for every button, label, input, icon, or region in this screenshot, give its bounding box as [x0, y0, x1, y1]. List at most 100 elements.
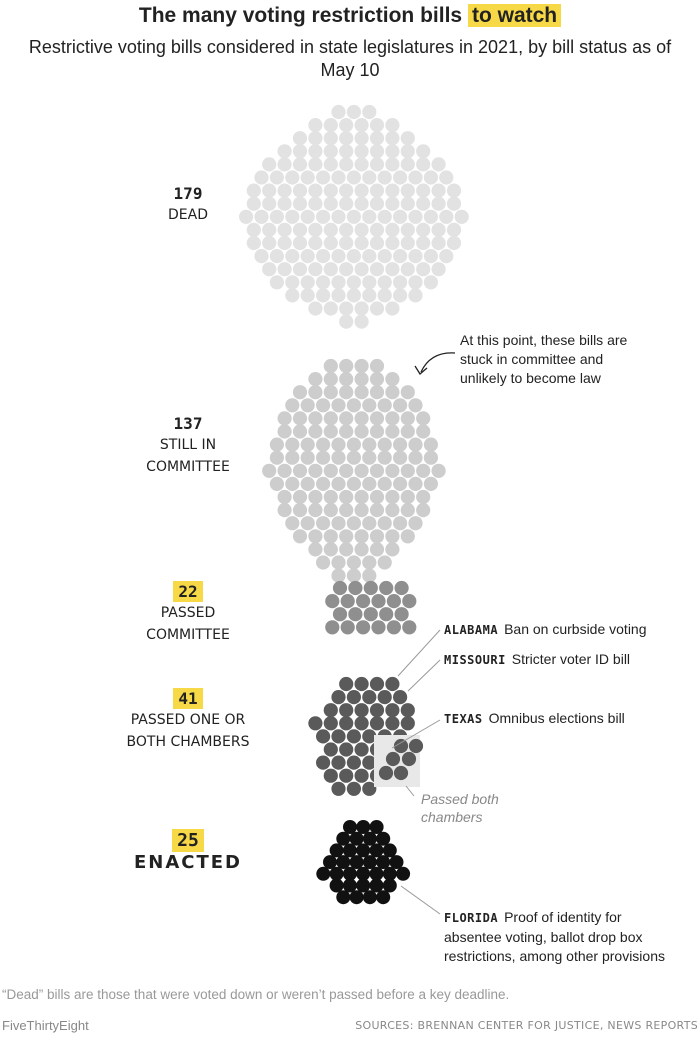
- bill-dot: [323, 301, 338, 316]
- bill-dot: [308, 196, 323, 211]
- bill-dot: [323, 196, 338, 211]
- footnote: “Dead” bills are those that were voted d…: [2, 987, 510, 1002]
- bill-dot: [346, 249, 361, 264]
- chart-subtitle: Restrictive voting bills considered in s…: [28, 37, 672, 80]
- bill-dot: [323, 463, 338, 478]
- bill-dot: [377, 516, 392, 531]
- bill-dot: [369, 542, 385, 557]
- bill-dot: [400, 183, 415, 198]
- bill-dot: [385, 489, 400, 505]
- bill-dot: [356, 594, 371, 609]
- bill-dot: [400, 411, 415, 426]
- bill-dot: [439, 209, 454, 224]
- bill-dot: [354, 222, 369, 237]
- bill-dot: [369, 843, 384, 858]
- count-dead: 179: [173, 184, 203, 203]
- bill-dot: [400, 716, 415, 731]
- bill-dot: [277, 235, 292, 251]
- bill-dot: [254, 170, 269, 185]
- bill-dot: [331, 729, 346, 744]
- bill-dot: [408, 249, 423, 264]
- bill-dot: [371, 594, 386, 609]
- bill-dot: [362, 516, 377, 531]
- bill-dot: [369, 385, 385, 400]
- bill-dot: [300, 170, 315, 185]
- florida-annotation: FLORIDA Proof of identity for absentee vo…: [444, 908, 665, 966]
- bill-dot: [382, 866, 397, 881]
- bill-dot: [446, 222, 462, 237]
- bill-dot: [269, 476, 284, 491]
- bill-dot: [285, 170, 300, 185]
- passed-both-line-1: Passed both: [421, 791, 499, 807]
- bill-dot: [346, 209, 361, 224]
- bill-dot: [331, 476, 346, 491]
- bill-dot: [277, 424, 292, 439]
- bill-dot: [331, 288, 346, 303]
- bill-dot: [308, 411, 323, 426]
- bill-dot: [325, 594, 340, 609]
- bill-dot: [323, 144, 338, 159]
- category-enacted: 25 ENACTED: [88, 829, 288, 874]
- passed-both-dot: [401, 751, 417, 767]
- texas-text: Omnibus elections bill: [488, 710, 625, 726]
- bill-dot: [416, 463, 431, 478]
- bill-dot: [316, 755, 331, 770]
- bill-dot: [354, 742, 369, 757]
- bill-dot: [354, 314, 369, 329]
- bill-dot: [339, 196, 354, 211]
- bill-dot: [356, 878, 371, 893]
- title-main: The many voting restriction bills: [138, 4, 463, 27]
- florida-line-3: restrictions, among other provisions: [444, 948, 665, 964]
- bill-dot: [416, 222, 431, 237]
- bill-dot: [400, 144, 415, 159]
- bill-dot: [408, 450, 423, 465]
- bill-dot: [336, 890, 351, 905]
- bill-dot: [354, 542, 369, 557]
- bill-dot: [316, 450, 331, 465]
- bill-dot: [269, 275, 284, 290]
- bill-dot: [385, 529, 400, 544]
- bill-dot: [331, 568, 346, 583]
- bill-dot: [354, 301, 369, 316]
- bill-dot: [246, 222, 261, 237]
- bill-dot: [400, 131, 415, 146]
- bill-dot: [362, 104, 377, 120]
- bill-dot: [362, 781, 377, 796]
- bill-dot: [423, 170, 438, 185]
- bill-dot: [308, 183, 323, 198]
- bill-dot: [423, 437, 438, 452]
- bill-dot: [308, 463, 323, 478]
- bill-dot: [292, 262, 308, 277]
- bill-dot: [339, 768, 354, 783]
- bill-dot: [423, 450, 438, 465]
- bill-dot: [377, 288, 392, 303]
- alabama-annotation: ALABAMA Ban on curbside voting: [444, 620, 647, 640]
- label-still-in-committee-2: COMMITTEE: [146, 459, 230, 475]
- bill-dot: [277, 183, 292, 198]
- bill-dot: [308, 157, 323, 172]
- bill-dot: [269, 450, 284, 465]
- bill-dot: [369, 489, 385, 505]
- bill-dot: [269, 437, 284, 452]
- bill-dot: [385, 676, 400, 692]
- brand-logo: FiveThirtyEight: [2, 1018, 89, 1033]
- bill-dot: [339, 262, 354, 277]
- bill-dot: [323, 358, 338, 374]
- bill-dot: [339, 716, 354, 731]
- bill-dot: [239, 209, 254, 224]
- bill-dot: [393, 690, 408, 705]
- bill-dot: [376, 890, 391, 905]
- bill-dot: [285, 209, 300, 224]
- bill-dot: [385, 703, 400, 718]
- bill-dot: [346, 568, 361, 583]
- bill-dot: [285, 398, 300, 413]
- bill-dot: [262, 157, 277, 172]
- bill-dot: [339, 157, 354, 172]
- bill-dot: [431, 235, 446, 251]
- bill-dot: [362, 690, 377, 705]
- bill-dot: [369, 372, 385, 387]
- bill-dot: [292, 131, 308, 146]
- bill-dot: [346, 288, 361, 303]
- bill-dot: [408, 209, 423, 224]
- missouri-leader-line: [407, 659, 441, 692]
